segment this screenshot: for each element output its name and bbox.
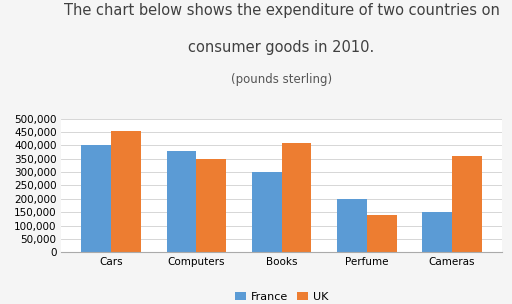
Bar (282, 143, 311, 252)
Bar (252, 172, 282, 252)
Bar (111, 131, 141, 252)
Bar (422, 212, 452, 252)
Bar (367, 215, 397, 252)
Text: The chart below shows the expenditure of two countries on: The chart below shows the expenditure of… (63, 3, 500, 18)
Text: (pounds sterling): (pounds sterling) (231, 73, 332, 86)
Text: consumer goods in 2010.: consumer goods in 2010. (188, 40, 375, 54)
Bar (337, 199, 367, 252)
Bar (197, 159, 226, 252)
Bar (452, 156, 482, 252)
Legend: France, UK: France, UK (231, 287, 332, 304)
Bar (166, 151, 197, 252)
Bar (81, 145, 111, 252)
